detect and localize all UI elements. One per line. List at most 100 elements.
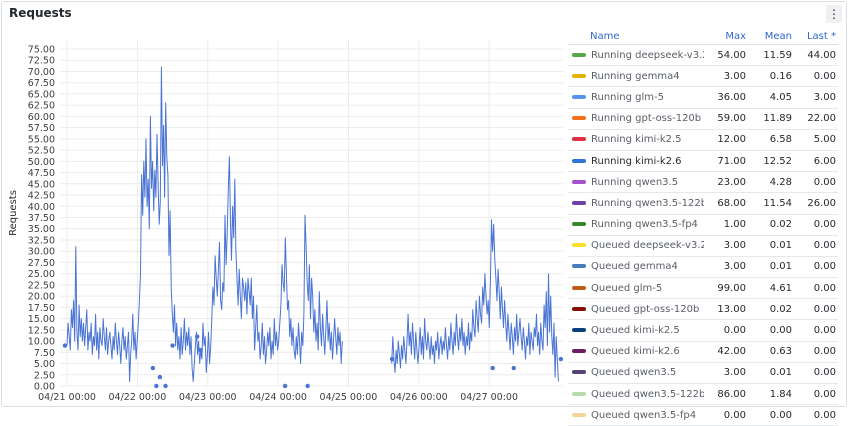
y-tick-label: 60.00 bbox=[28, 112, 55, 123]
legend-max-value: 1.00 bbox=[704, 214, 748, 236]
legend-last-value: 3.00 bbox=[794, 86, 838, 109]
y-tick-label: 30.00 bbox=[28, 247, 55, 258]
legend-mean-value: 11.54 bbox=[748, 192, 794, 215]
legend-series-label[interactable]: Queued qwen3.5 bbox=[591, 367, 677, 379]
legend-series-name[interactable]: Running qwen3.5 bbox=[568, 171, 704, 194]
legend-row[interactable]: Running gemma4 3.00 0.16 0.00 bbox=[568, 65, 838, 88]
legend-series-name[interactable]: Queued gemma4 bbox=[568, 256, 704, 279]
legend-series-label[interactable]: Running kimi-k2.6 bbox=[591, 155, 682, 167]
legend-row[interactable]: Queued gpt-oss-120b 13.00 0.02 0.00 bbox=[568, 298, 838, 321]
legend-header-max[interactable]: Max bbox=[704, 28, 748, 45]
y-tick-label: 37.50 bbox=[28, 213, 55, 224]
legend-series-label[interactable]: Running gemma4 bbox=[591, 70, 680, 82]
legend-last-value: 0.00 bbox=[794, 65, 838, 88]
legend-series-label[interactable]: Running qwen3.5-fp4 bbox=[591, 219, 698, 231]
series-color-swatch bbox=[572, 243, 586, 248]
legend-mean-value: 1.84 bbox=[748, 383, 794, 406]
legend-max-value: 12.00 bbox=[704, 129, 748, 151]
legend-row[interactable]: Queued deepseek-v3.2 3.00 0.01 0.00 bbox=[568, 235, 838, 257]
y-tick-label: 32.50 bbox=[28, 235, 55, 246]
legend-header-mean[interactable]: Mean bbox=[748, 28, 794, 45]
legend-series-name[interactable]: Running kimi-k2.6 bbox=[568, 150, 704, 173]
legend-row[interactable]: Running qwen3.5-122b 68.00 11.54 26.00 bbox=[568, 192, 838, 215]
legend-series-name[interactable]: Running glm-5 bbox=[568, 86, 704, 109]
legend-series-name[interactable]: Queued qwen3.5-fp4 bbox=[568, 404, 704, 426]
legend-max-value: 3.00 bbox=[704, 256, 748, 279]
legend-series-name[interactable]: Queued gpt-oss-120b bbox=[568, 298, 704, 321]
legend-series-name[interactable]: Queued qwen3.5 bbox=[568, 362, 704, 385]
y-tick-label: 10.00 bbox=[28, 337, 55, 348]
legend-series-label[interactable]: Running deepseek-v3.2 bbox=[591, 49, 704, 61]
more-vertical-icon[interactable]: ⋮ bbox=[826, 5, 842, 23]
legend-series-label[interactable]: Running qwen3.5-122b bbox=[591, 197, 704, 209]
series-line-kimi-k2-6[interactable] bbox=[66, 66, 559, 382]
y-tick-label: 70.00 bbox=[28, 67, 55, 78]
legend-mean-value: 6.58 bbox=[748, 129, 794, 151]
legend-series-label[interactable]: Queued qwen3.5-fp4 bbox=[591, 409, 697, 421]
legend-series-name[interactable]: Running deepseek-v3.2 bbox=[568, 44, 704, 67]
legend-series-name[interactable]: Queued deepseek-v3.2 bbox=[568, 235, 704, 257]
legend-row[interactable]: Queued qwen3.5-fp4 0.00 0.00 0.00 bbox=[568, 404, 838, 426]
legend-series-label[interactable]: Running gpt-oss-120b bbox=[591, 113, 702, 125]
legend-series-name[interactable]: Running qwen3.5-fp4 bbox=[568, 214, 704, 236]
legend-max-value: 3.00 bbox=[704, 235, 748, 257]
legend-row[interactable]: Running qwen3.5 23.00 4.28 0.00 bbox=[568, 171, 838, 194]
legend-row[interactable]: Running kimi-k2.5 12.00 6.58 5.00 bbox=[568, 129, 838, 151]
x-tick-label: 04/27 00:00 bbox=[460, 392, 518, 403]
legend-row[interactable]: Queued kimi-k2.5 0.00 0.00 0.00 bbox=[568, 319, 838, 342]
legend-series-label[interactable]: Queued gpt-oss-120b bbox=[591, 303, 700, 315]
legend-series-label[interactable]: Queued gemma4 bbox=[591, 261, 678, 273]
legend-series-label[interactable]: Queued deepseek-v3.2 bbox=[591, 240, 704, 252]
legend-row[interactable]: Running qwen3.5-fp4 1.00 0.02 0.00 bbox=[568, 214, 838, 236]
legend-last-value: 6.00 bbox=[794, 150, 838, 173]
legend-row[interactable]: Queued kimi-k2.6 42.00 0.63 0.00 bbox=[568, 341, 838, 363]
legend-series-label[interactable]: Queued glm-5 bbox=[591, 282, 663, 294]
legend-row[interactable]: Queued gemma4 3.00 0.01 0.00 bbox=[568, 256, 838, 279]
legend-row[interactable]: Queued glm-5 99.00 4.61 0.00 bbox=[568, 277, 838, 300]
legend-row[interactable]: Running kimi-k2.6 71.00 12.52 6.00 bbox=[568, 150, 838, 173]
legend-series-label[interactable]: Running qwen3.5 bbox=[591, 176, 679, 188]
legend-series-label[interactable]: Queued kimi-k2.6 bbox=[591, 346, 680, 358]
legend-last-value: 0.00 bbox=[794, 298, 838, 321]
y-tick-label: 27.50 bbox=[28, 258, 55, 269]
legend-last-value: 22.00 bbox=[794, 108, 838, 130]
legend-max-value: 59.00 bbox=[704, 108, 748, 130]
series-color-swatch bbox=[572, 158, 586, 163]
legend-header-last[interactable]: Last * bbox=[794, 28, 838, 45]
legend-row[interactable]: Running gpt-oss-120b 59.00 11.89 22.00 bbox=[568, 108, 838, 130]
legend-row[interactable]: Queued qwen3.5-122b 86.00 1.84 0.00 bbox=[568, 383, 838, 406]
legend-row[interactable]: Running glm-5 36.00 4.05 3.00 bbox=[568, 86, 838, 109]
legend-series-label[interactable]: Running kimi-k2.5 bbox=[591, 134, 682, 146]
requests-chart[interactable]: 0.002.505.007.5010.0012.5015.0017.5020.0… bbox=[0, 0, 565, 410]
data-point bbox=[282, 383, 288, 389]
legend-last-value: 0.00 bbox=[794, 362, 838, 385]
legend-series-name[interactable]: Queued kimi-k2.6 bbox=[568, 341, 704, 363]
y-tick-label: 5.00 bbox=[34, 359, 55, 370]
legend-series-label[interactable]: Running glm-5 bbox=[591, 91, 664, 103]
legend-series-name[interactable]: Queued glm-5 bbox=[568, 277, 704, 300]
legend-series-label[interactable]: Queued qwen3.5-122b bbox=[591, 388, 704, 400]
legend-series-name[interactable]: Running gemma4 bbox=[568, 65, 704, 88]
data-point bbox=[163, 383, 168, 389]
legend-series-label[interactable]: Queued kimi-k2.5 bbox=[591, 325, 680, 337]
legend-header-name[interactable]: Name bbox=[568, 28, 704, 45]
legend-series-name[interactable]: Running kimi-k2.5 bbox=[568, 129, 704, 151]
legend-max-value: 42.00 bbox=[704, 341, 748, 363]
legend-row[interactable]: Queued qwen3.5 3.00 0.01 0.00 bbox=[568, 362, 838, 385]
legend-series-name[interactable]: Running qwen3.5-122b bbox=[568, 192, 704, 215]
legend-last-value: 0.00 bbox=[794, 171, 838, 194]
legend-mean-value: 0.01 bbox=[748, 235, 794, 257]
data-point bbox=[198, 347, 203, 353]
y-tick-label: 17.50 bbox=[28, 303, 55, 314]
legend-series-name[interactable]: Running gpt-oss-120b bbox=[568, 108, 704, 130]
legend-mean-value: 0.02 bbox=[748, 214, 794, 236]
legend-row[interactable]: Running deepseek-v3.2 54.00 11.59 44.00 bbox=[568, 44, 838, 67]
legend-mean-value: 0.16 bbox=[748, 65, 794, 88]
series-color-swatch bbox=[572, 349, 586, 354]
panel-title: Requests bbox=[9, 6, 72, 20]
legend-series-name[interactable]: Queued kimi-k2.5 bbox=[568, 319, 704, 342]
y-tick-label: 2.50 bbox=[34, 370, 55, 381]
legend-series-name[interactable]: Queued qwen3.5-122b bbox=[568, 383, 704, 406]
series-color-swatch bbox=[572, 73, 586, 78]
y-tick-label: 67.50 bbox=[28, 78, 55, 89]
